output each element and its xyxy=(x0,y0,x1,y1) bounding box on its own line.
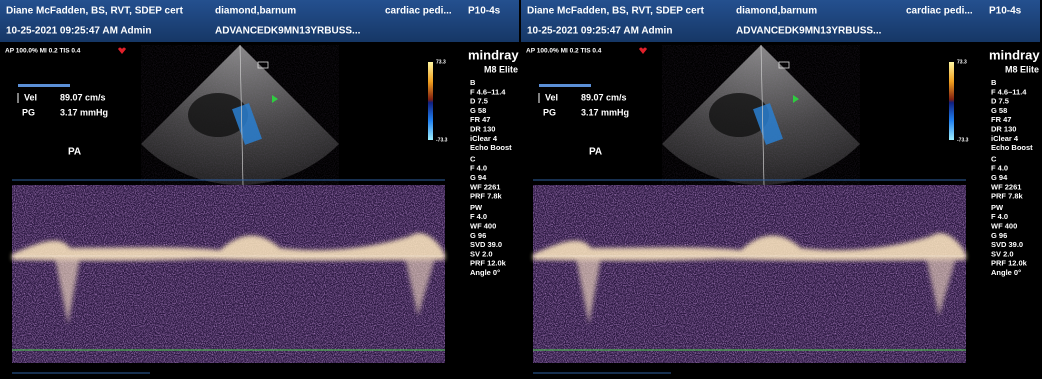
header-text: ADVANCEDK9MN13YRBUSS... xyxy=(215,26,361,37)
imaging-param: WF 2261 xyxy=(991,182,1021,191)
imaging-param: F 4.0 xyxy=(991,212,1008,221)
ultrasound-panel: Diane McFadden, BS, RVT, SDEP cert diamon… xyxy=(521,0,1040,379)
imaging-param: FR 47 xyxy=(470,115,490,124)
color-scale-max: 73.3 xyxy=(436,59,446,65)
imaging-param: F 4.0 xyxy=(470,164,487,173)
imaging-param: G 58 xyxy=(470,106,486,115)
measure-bar xyxy=(539,84,591,87)
imaging-param: G 94 xyxy=(991,173,1008,182)
imaging-param: SV 2.0 xyxy=(470,249,493,258)
imaging-param: PW xyxy=(470,203,483,212)
color-scale-min: -73.3 xyxy=(957,137,969,143)
imaging-param: PRF 7.8k xyxy=(470,192,503,201)
measure-value: 89.07 cm/s xyxy=(581,92,627,102)
header-text: P10-4s xyxy=(989,6,1022,17)
imaging-param: SVD 39.0 xyxy=(991,240,1023,249)
imaging-param: Angle 0° xyxy=(470,268,500,277)
imaging-param: PRF 12.0k xyxy=(470,259,507,268)
measure-value: 89.07 cm/s xyxy=(60,92,106,102)
imaging-param: Echo Boost xyxy=(470,143,512,152)
header-text: Diane McFadden, BS, RVT, SDEP cert xyxy=(6,6,184,17)
imaging-param: PRF 12.0k xyxy=(991,259,1028,268)
screenshot: Diane McFadden, BS, RVT, SDEP cert diamon… xyxy=(0,0,1042,379)
model: M8 Elite xyxy=(484,64,518,74)
imaging-param: B xyxy=(470,78,476,87)
view-label: PA xyxy=(589,147,602,158)
brand: mindray xyxy=(468,47,519,62)
imaging-param: PRF 7.8k xyxy=(991,192,1024,201)
measure-value: 3.17 mmHg xyxy=(581,107,629,117)
imaging-param: D 7.5 xyxy=(470,97,488,106)
imaging-param: G 94 xyxy=(470,173,487,182)
imaging-param: Angle 0° xyxy=(991,268,1021,277)
header-text: diamond,barnum xyxy=(215,6,296,17)
imaging-param: C xyxy=(991,154,997,163)
header-text: cardiac pedi... xyxy=(906,6,973,17)
measure-label: Vel xyxy=(545,92,558,102)
measure-value: 3.17 mmHg xyxy=(60,107,108,117)
header-text: Diane McFadden, BS, RVT, SDEP cert xyxy=(527,6,705,17)
imaging-param: DR 130 xyxy=(470,124,495,133)
header-text: ADVANCEDK9MN13YRBUSS... xyxy=(736,26,882,37)
imaging-param: DR 130 xyxy=(991,124,1016,133)
imaging-param: SVD 39.0 xyxy=(470,240,502,249)
imaging-param: WF 400 xyxy=(991,221,1017,230)
brand: mindray xyxy=(989,47,1040,62)
status-line: AP 100.0% MI 0.2 TIS 0.4 xyxy=(5,48,81,55)
imaging-param: WF 400 xyxy=(470,221,496,230)
header-text: 10-25-2021 09:25:47 AM Admin xyxy=(6,26,151,37)
imaging-param: iClear 4 xyxy=(470,134,498,143)
imaging-param: FR 47 xyxy=(991,115,1011,124)
imaging-param: G 96 xyxy=(991,231,1007,240)
imaging-param: iClear 4 xyxy=(991,134,1019,143)
model: M8 Elite xyxy=(1005,64,1039,74)
color-bar xyxy=(428,62,433,140)
imaging-param: PW xyxy=(991,203,1004,212)
imaging-param: Echo Boost xyxy=(991,143,1033,152)
color-bar xyxy=(949,62,954,140)
imaging-param: G 96 xyxy=(470,231,486,240)
measure-bar xyxy=(18,84,70,87)
ultrasound-panel: Diane McFadden, BS, RVT, SDEP cert diamon… xyxy=(0,0,519,379)
measure-label: PG xyxy=(22,107,35,117)
measure-label: Vel xyxy=(24,92,37,102)
color-scale-max: 73.3 xyxy=(957,59,967,65)
header-text: diamond,barnum xyxy=(736,6,817,17)
imaging-param: WF 2261 xyxy=(470,182,500,191)
measure-label: PG xyxy=(543,107,556,117)
imaging-param: F 4.0 xyxy=(470,212,487,221)
status-line: AP 100.0% MI 0.2 TIS 0.4 xyxy=(526,48,602,55)
header-text: cardiac pedi... xyxy=(385,6,452,17)
imaging-param: SV 2.0 xyxy=(991,249,1014,258)
imaging-param: D 7.5 xyxy=(991,97,1009,106)
imaging-param: G 58 xyxy=(991,106,1007,115)
imaging-param: C xyxy=(470,154,476,163)
header-text: 10-25-2021 09:25:47 AM Admin xyxy=(527,26,672,37)
imaging-param: F 4.6–11.4 xyxy=(470,87,506,96)
header-text: P10-4s xyxy=(468,6,501,17)
imaging-param: B xyxy=(991,78,997,87)
imaging-param: F 4.0 xyxy=(991,164,1008,173)
imaging-param: F 4.6–11.4 xyxy=(991,87,1027,96)
view-label: PA xyxy=(68,147,81,158)
color-scale-min: -73.3 xyxy=(436,137,448,143)
